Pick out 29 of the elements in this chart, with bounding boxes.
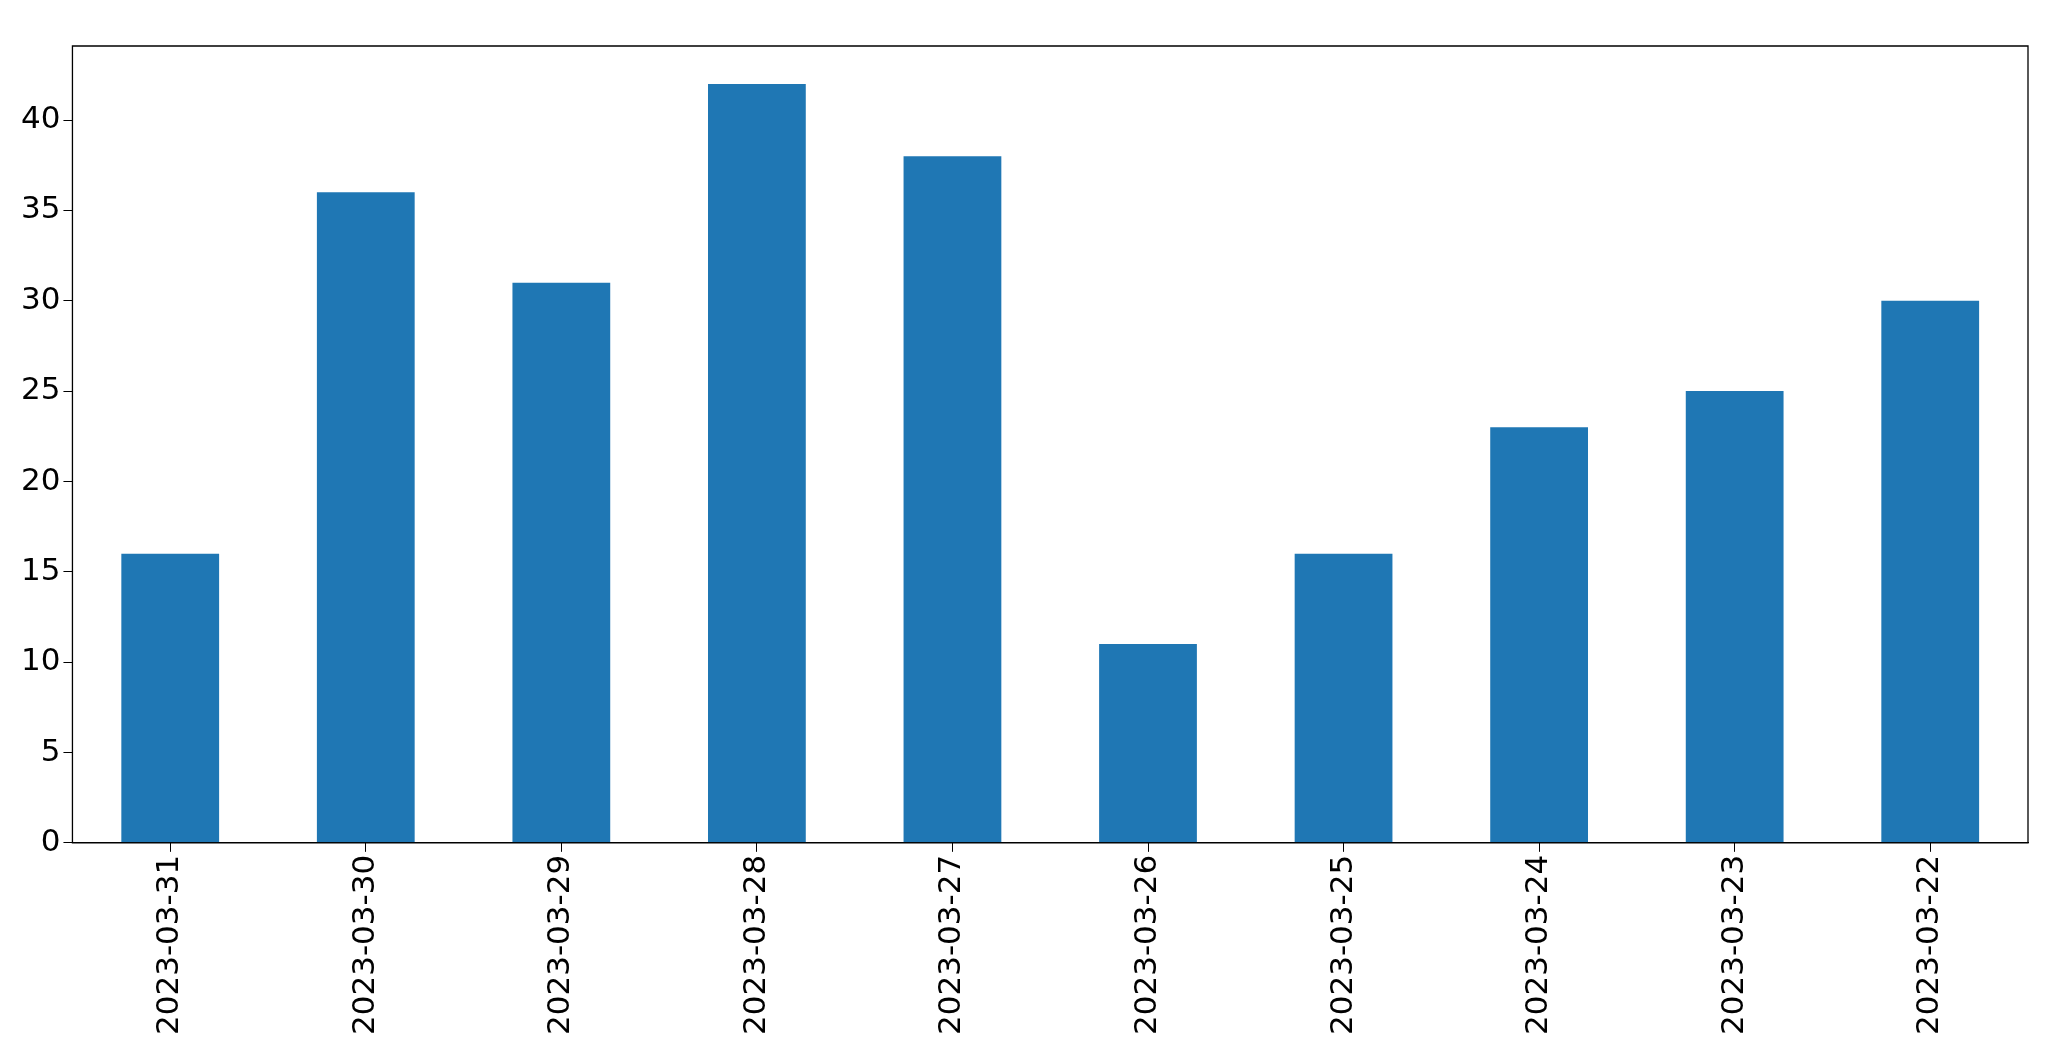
y-tick-label: 10 [20, 641, 61, 678]
bar [512, 282, 611, 843]
x-tick-label: 2023-03-30 [344, 854, 381, 1036]
bar [121, 553, 220, 843]
bar [1685, 391, 1784, 843]
y-tick-label: 40 [20, 99, 61, 136]
x-tick-label: 2023-03-26 [1127, 854, 1164, 1036]
y-tick-label: 30 [20, 279, 61, 316]
y-tick-label: 20 [20, 460, 61, 497]
bar [708, 83, 806, 843]
y-tick-label: 35 [20, 189, 61, 226]
x-tick-label: 2023-03-22 [1909, 854, 1946, 1036]
bar [903, 156, 1002, 843]
bar [1099, 644, 1197, 843]
x-tick-label: 2023-03-28 [735, 854, 772, 1036]
x-tick-label: 2023-03-24 [1518, 854, 1555, 1036]
x-tick-label: 2023-03-31 [149, 854, 186, 1036]
y-tick-label: 0 [40, 821, 61, 858]
x-tick-label: 2023-03-29 [540, 854, 577, 1036]
bar [1881, 300, 1980, 843]
y-tick-label: 15 [20, 550, 61, 587]
x-tick-label: 2023-03-27 [931, 854, 968, 1036]
y-tick-label: 25 [20, 370, 61, 407]
bar [1294, 553, 1393, 843]
y-tick-label: 5 [40, 731, 61, 768]
x-tick-label: 2023-03-25 [1322, 854, 1359, 1036]
bar [1490, 427, 1588, 843]
x-tick-label: 2023-03-23 [1713, 854, 1750, 1036]
bar [316, 192, 415, 843]
